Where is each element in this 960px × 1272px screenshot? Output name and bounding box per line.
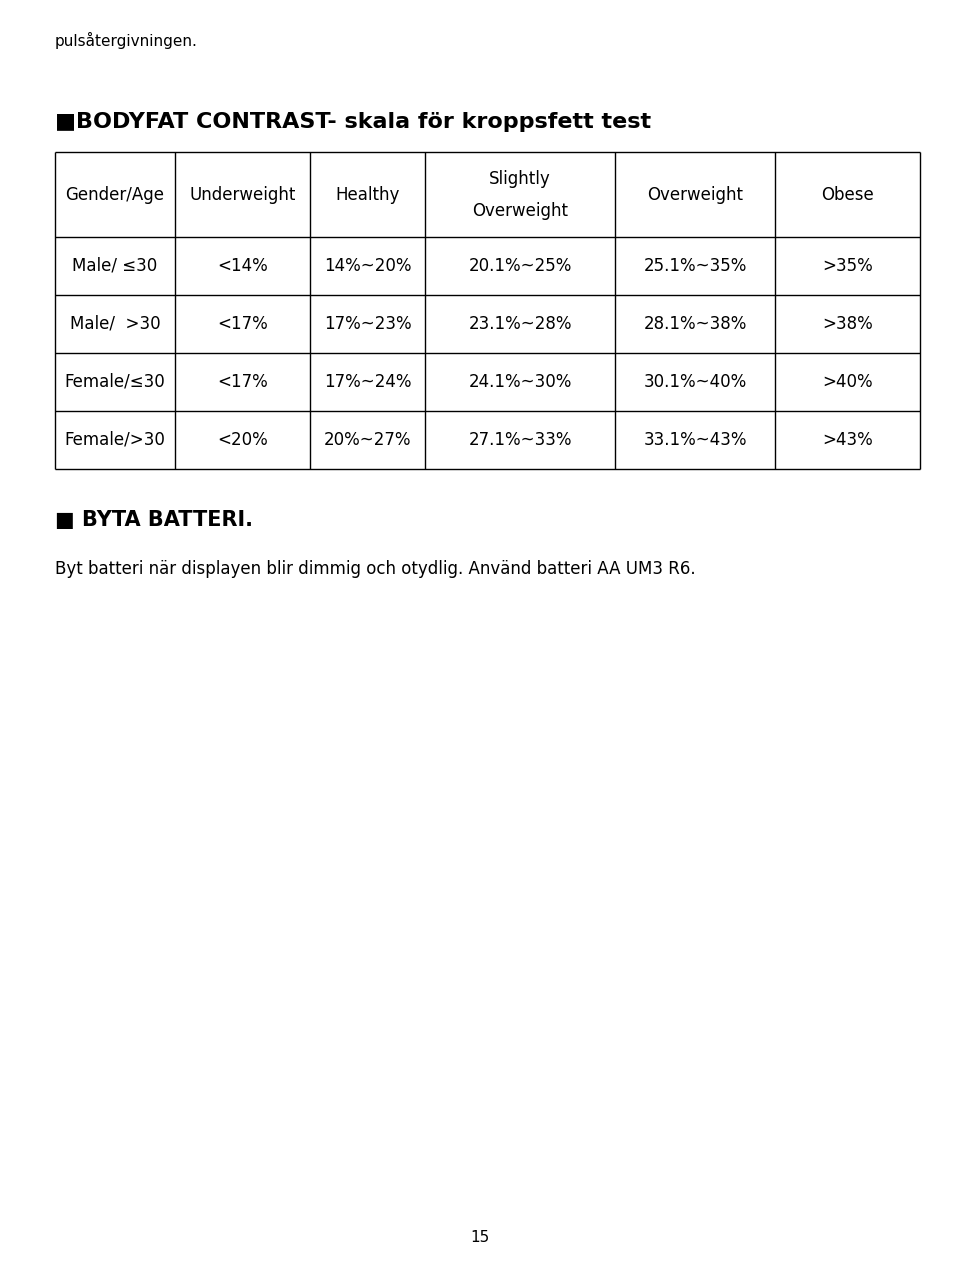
Text: Female/>30: Female/>30 [64, 431, 165, 449]
Text: ■BODYFAT CONTRAST- skala för kroppsfett test: ■BODYFAT CONTRAST- skala för kroppsfett … [55, 112, 651, 132]
Text: >40%: >40% [822, 373, 873, 391]
Text: <20%: <20% [217, 431, 268, 449]
Text: <17%: <17% [217, 373, 268, 391]
Text: >38%: >38% [822, 315, 873, 333]
Text: <14%: <14% [217, 257, 268, 275]
Text: >35%: >35% [822, 257, 873, 275]
Text: pulsåtergivningen.: pulsåtergivningen. [55, 32, 198, 50]
Text: 17%~24%: 17%~24% [324, 373, 411, 391]
Text: 28.1%~38%: 28.1%~38% [643, 315, 747, 333]
Text: 17%~23%: 17%~23% [324, 315, 411, 333]
Text: 25.1%~35%: 25.1%~35% [643, 257, 747, 275]
Text: Overweight: Overweight [472, 202, 568, 220]
Text: 33.1%~43%: 33.1%~43% [643, 431, 747, 449]
Text: 20.1%~25%: 20.1%~25% [468, 257, 572, 275]
Text: Male/ ≤30: Male/ ≤30 [72, 257, 157, 275]
Text: Obese: Obese [821, 186, 874, 204]
Text: Byt batteri när displayen blir dimmig och otydlig. Använd batteri AA UM3 R6.: Byt batteri när displayen blir dimmig oc… [55, 560, 696, 577]
Text: 15: 15 [470, 1230, 490, 1245]
Text: Male/  >30: Male/ >30 [70, 315, 160, 333]
Text: 24.1%~30%: 24.1%~30% [468, 373, 572, 391]
Text: Slightly: Slightly [490, 170, 551, 188]
Text: 23.1%~28%: 23.1%~28% [468, 315, 572, 333]
Text: 27.1%~33%: 27.1%~33% [468, 431, 572, 449]
Text: 30.1%~40%: 30.1%~40% [643, 373, 747, 391]
Text: >43%: >43% [822, 431, 873, 449]
Text: 14%~20%: 14%~20% [324, 257, 411, 275]
Text: Overweight: Overweight [647, 186, 743, 204]
Text: Gender/Age: Gender/Age [65, 186, 164, 204]
Text: Underweight: Underweight [189, 186, 296, 204]
Text: Healthy: Healthy [335, 186, 399, 204]
Text: Female/≤30: Female/≤30 [64, 373, 165, 391]
Text: 20%~27%: 20%~27% [324, 431, 411, 449]
Text: <17%: <17% [217, 315, 268, 333]
Text: ■ BYTA BATTERI.: ■ BYTA BATTERI. [55, 510, 253, 530]
